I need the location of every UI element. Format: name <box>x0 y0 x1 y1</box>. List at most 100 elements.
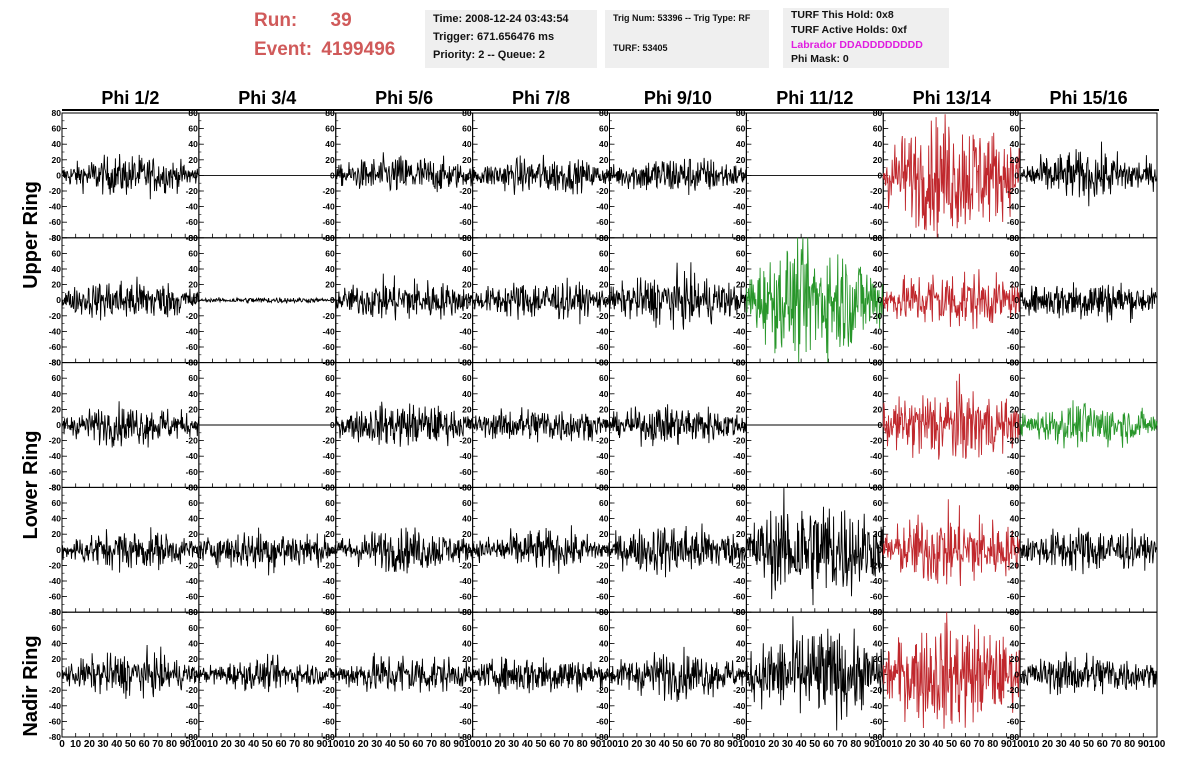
y-tick-label: -20 <box>49 186 62 196</box>
y-tick-label: 80 <box>52 482 62 492</box>
y-tick-label: -60 <box>459 592 472 602</box>
x-tick-label: 30 <box>1056 739 1068 750</box>
y-tick-label: -20 <box>1007 436 1020 446</box>
y-tick-label: 40 <box>325 389 335 399</box>
y-tick-label: -60 <box>596 592 609 602</box>
y-tick-label: 60 <box>325 373 335 383</box>
y-tick-label: -40 <box>596 326 609 336</box>
y-tick-label: -40 <box>459 701 472 711</box>
y-tick-label: 0 <box>604 170 609 180</box>
y-tick-label: -60 <box>596 342 609 352</box>
y-tick-label: -20 <box>186 436 199 446</box>
x-tick-label: 60 <box>275 739 287 750</box>
y-tick-label: 0 <box>330 670 335 680</box>
y-tick-label: -60 <box>186 217 199 227</box>
y-tick-label: -80 <box>596 732 609 742</box>
y-tick-label: 0 <box>741 670 746 680</box>
y-tick-label: 60 <box>1010 498 1020 508</box>
y-tick-label: -20 <box>186 560 199 570</box>
y-tick-label: -20 <box>459 436 472 446</box>
y-tick-label: 20 <box>1010 280 1020 290</box>
x-tick-label: 40 <box>1069 739 1081 750</box>
y-tick-label: 20 <box>462 280 472 290</box>
event-number: Event: 4199496 <box>254 39 395 61</box>
y-tick-label: 80 <box>52 358 62 368</box>
y-tick-label: -40 <box>733 202 746 212</box>
x-tick-label: 30 <box>234 739 246 750</box>
y-tick-label: -60 <box>596 467 609 477</box>
y-tick-label: 40 <box>325 139 335 149</box>
y-tick-label: -60 <box>322 592 335 602</box>
x-tick-label: 100 <box>738 739 755 750</box>
x-tick-label: 80 <box>850 739 862 750</box>
y-tick-label: 0 <box>878 545 883 555</box>
y-tick-label: 0 <box>56 420 61 430</box>
y-tick-label: 40 <box>599 638 609 648</box>
y-tick-label: -60 <box>49 592 62 602</box>
waveform-trace <box>882 373 1021 460</box>
time-text: Time: 2008-12-24 03:43:54 <box>433 13 569 25</box>
x-tick-label: 60 <box>823 739 835 750</box>
y-tick-label: 40 <box>873 389 883 399</box>
x-tick-label: 10 <box>618 739 630 750</box>
y-tick-label: 60 <box>52 124 62 134</box>
y-tick-label: 0 <box>604 420 609 430</box>
trig-num-text: Trig Num: 53396 -- Trig Type: RF <box>613 13 751 23</box>
y-tick-label: -60 <box>870 467 883 477</box>
y-tick-label: 80 <box>736 607 746 617</box>
y-tick-label: -20 <box>322 436 335 446</box>
y-tick-label: 40 <box>736 264 746 274</box>
y-tick-label: 0 <box>604 295 609 305</box>
y-tick-label: 40 <box>599 389 609 399</box>
turf-info-box: TURF This Hold: 0x8 TURF Active Holds: 0… <box>783 8 949 68</box>
y-tick-label: -20 <box>733 311 746 321</box>
phi-column-label: Phi 13/14 <box>913 88 991 108</box>
waveform-trace <box>745 488 884 606</box>
waveform-trace <box>609 157 747 196</box>
y-tick-label: 40 <box>1010 638 1020 648</box>
waveform-trace <box>335 652 474 693</box>
y-tick-label: -40 <box>870 701 883 711</box>
y-tick-label: 20 <box>873 529 883 539</box>
x-tick-label: 60 <box>1097 739 1109 750</box>
y-tick-label: 40 <box>52 514 62 524</box>
x-tick-label: 100 <box>191 739 208 750</box>
waveform-trace <box>472 154 610 195</box>
y-tick-label: -20 <box>322 186 335 196</box>
y-tick-label: 40 <box>1010 514 1020 524</box>
x-tick-label: 10 <box>481 739 493 750</box>
y-tick-label: 80 <box>599 108 609 118</box>
x-tick-label: 100 <box>327 739 344 750</box>
y-tick-label: 80 <box>325 358 335 368</box>
y-tick-label: 20 <box>599 529 609 539</box>
y-tick-label: 40 <box>462 514 472 524</box>
y-tick-label: -40 <box>186 202 199 212</box>
y-tick-label: -20 <box>870 186 883 196</box>
y-tick-label: 0 <box>604 670 609 680</box>
y-tick-label: 80 <box>188 108 198 118</box>
y-tick-label: 0 <box>330 295 335 305</box>
y-tick-label: -40 <box>1007 701 1020 711</box>
y-tick-label: -80 <box>49 607 62 617</box>
y-tick-label: -20 <box>49 560 62 570</box>
trigger-info-box: Trig Num: 53396 -- Trig Type: RF TURF: 5… <box>605 10 769 68</box>
y-tick-label: 20 <box>188 280 198 290</box>
waveform-trace <box>745 616 884 731</box>
y-tick-label: 80 <box>736 358 746 368</box>
waveform-trace <box>1019 282 1158 323</box>
x-tick-label: 80 <box>166 739 178 750</box>
y-tick-label: 60 <box>736 124 746 134</box>
y-tick-label: -80 <box>49 482 62 492</box>
y-tick-label: 0 <box>56 545 61 555</box>
y-tick-label: 40 <box>873 638 883 648</box>
y-tick-label: 0 <box>467 670 472 680</box>
y-tick-label: -40 <box>49 202 62 212</box>
y-tick-label: 20 <box>599 404 609 414</box>
y-tick-label: -40 <box>459 451 472 461</box>
y-tick-label: -20 <box>186 311 199 321</box>
y-tick-label: -20 <box>459 186 472 196</box>
y-tick-label: 80 <box>1010 233 1020 243</box>
y-tick-label: -40 <box>596 701 609 711</box>
y-tick-label: -60 <box>322 467 335 477</box>
